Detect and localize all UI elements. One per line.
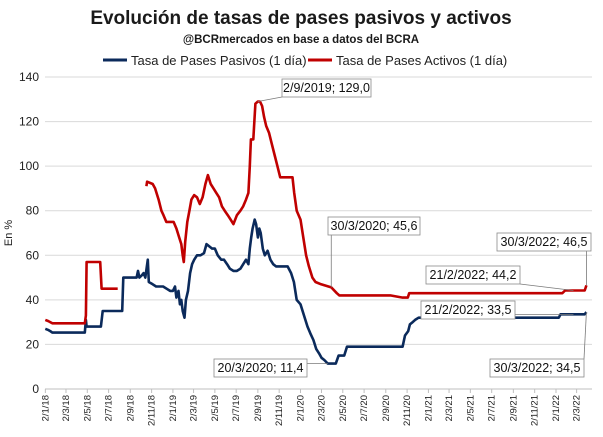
x-tick-label: 2/1/21	[423, 395, 434, 421]
y-tick-label: 80	[26, 204, 40, 218]
x-tick-label: 2/1/18	[40, 395, 51, 421]
x-tick-label: 2/11/18	[147, 395, 158, 426]
annotation-leader	[583, 312, 587, 360]
y-tick-label: 40	[26, 293, 40, 307]
x-tick-label: 2/3/20	[316, 395, 327, 421]
x-tick-label: 2/7/20	[359, 395, 370, 421]
annotation-box	[420, 300, 516, 320]
y-tick-label: 120	[19, 115, 39, 129]
y-axis-ticks: 0 20 40 60 80 100 120 140	[19, 70, 39, 396]
annotation-leader	[519, 283, 574, 291]
annotation-label: 21/2/2022; 33,5	[425, 303, 512, 317]
x-tick-label: 2/9/21	[508, 395, 519, 421]
x-tick-label: 2/9/19	[253, 395, 264, 421]
annotation-label: 30/3/2022; 46,5	[501, 235, 588, 249]
annotation-box	[327, 216, 421, 236]
y-tick-label: 100	[19, 159, 39, 173]
y-axis-label: En %	[3, 220, 15, 247]
series-line-1	[44, 260, 118, 325]
annotation-box	[496, 232, 592, 252]
x-tick-label: 2/9/20	[381, 395, 392, 421]
annotation: 30/3/2022; 34,5	[489, 312, 587, 378]
grid	[45, 76, 592, 390]
x-tick-label: 2/5/20	[338, 395, 349, 421]
legend-label-pasivos: Tasa de Pases Pasivos (1 día)	[131, 53, 307, 68]
annotation: 2/9/2019; 129,0	[257, 78, 372, 102]
annotation-leader	[257, 96, 283, 102]
x-tick-label: 2/7/19	[231, 395, 242, 421]
x-tick-label: 2/1/19	[168, 395, 179, 421]
x-axis-ticks: 2/1/18 2/3/18 2/5/18 2/7/18 2/9/18 2/11/18 2/1…	[40, 389, 583, 426]
x-tick-label: 2/5/18	[82, 395, 93, 421]
annotation-label: 21/2/2022; 44,2	[430, 268, 517, 282]
x-tick-label: 2/1/20	[295, 395, 306, 421]
x-tick-label: 2/3/22	[572, 395, 583, 421]
annotation-label: 30/3/2020; 45,6	[331, 219, 418, 233]
annotation-label: 30/3/2022; 34,5	[494, 361, 581, 375]
annotation-box	[281, 78, 372, 98]
y-tick-label: 140	[19, 70, 39, 84]
annotation: 21/2/2022; 44,2	[425, 265, 574, 291]
series-line-0	[44, 218, 588, 365]
series-line-1	[145, 100, 588, 299]
x-tick-label: 2/9/18	[125, 395, 136, 421]
chart-title: Evolución de tasas de pases pasivos y ac…	[90, 8, 511, 29]
annotation: 30/3/2022; 46,5	[496, 232, 592, 286]
x-tick-label: 2/11/21	[530, 395, 541, 426]
annotation: 30/3/2020; 45,6	[327, 216, 421, 288]
chart-subtitle: @BCRmercados en base a datos del BCRA	[183, 34, 419, 46]
x-tick-label: 2/7/18	[104, 395, 115, 421]
x-tick-label: 2/5/19	[210, 395, 221, 421]
annotation: 20/3/2020; 11,4	[213, 358, 328, 378]
x-tick-label: 2/1/22	[551, 395, 562, 421]
annotation: 21/2/2022; 33,5	[420, 300, 574, 320]
annotation-box	[489, 358, 585, 378]
x-tick-label: 2/11/19	[274, 395, 285, 426]
annotation-label: 2/9/2019; 129,0	[283, 81, 370, 95]
annotations: 2/9/2019; 129,0 30/3/2020; 45,6 30/3/2022;…	[213, 78, 592, 378]
series-layer	[44, 100, 588, 365]
x-tick-label: 2/5/21	[465, 395, 476, 421]
annotation-label: 20/3/2020; 11,4	[218, 361, 304, 375]
x-tick-label: 2/3/21	[444, 395, 455, 421]
legend-label-activos: Tasa de Pases Activos (1 día)	[336, 53, 507, 68]
y-tick-label: 0	[32, 382, 39, 396]
x-tick-label: 2/7/21	[487, 395, 498, 421]
x-tick-label: 2/3/18	[61, 395, 72, 421]
x-tick-label: 2/3/19	[189, 395, 200, 421]
y-tick-label: 20	[26, 337, 40, 351]
x-tick-label: 2/11/20	[402, 395, 413, 426]
y-tick-label: 60	[26, 248, 40, 262]
annotation-box	[213, 358, 308, 378]
annotation-box	[425, 265, 521, 285]
legend: Tasa de Pases Pasivos (1 día) Tasa de Pa…	[103, 53, 507, 68]
